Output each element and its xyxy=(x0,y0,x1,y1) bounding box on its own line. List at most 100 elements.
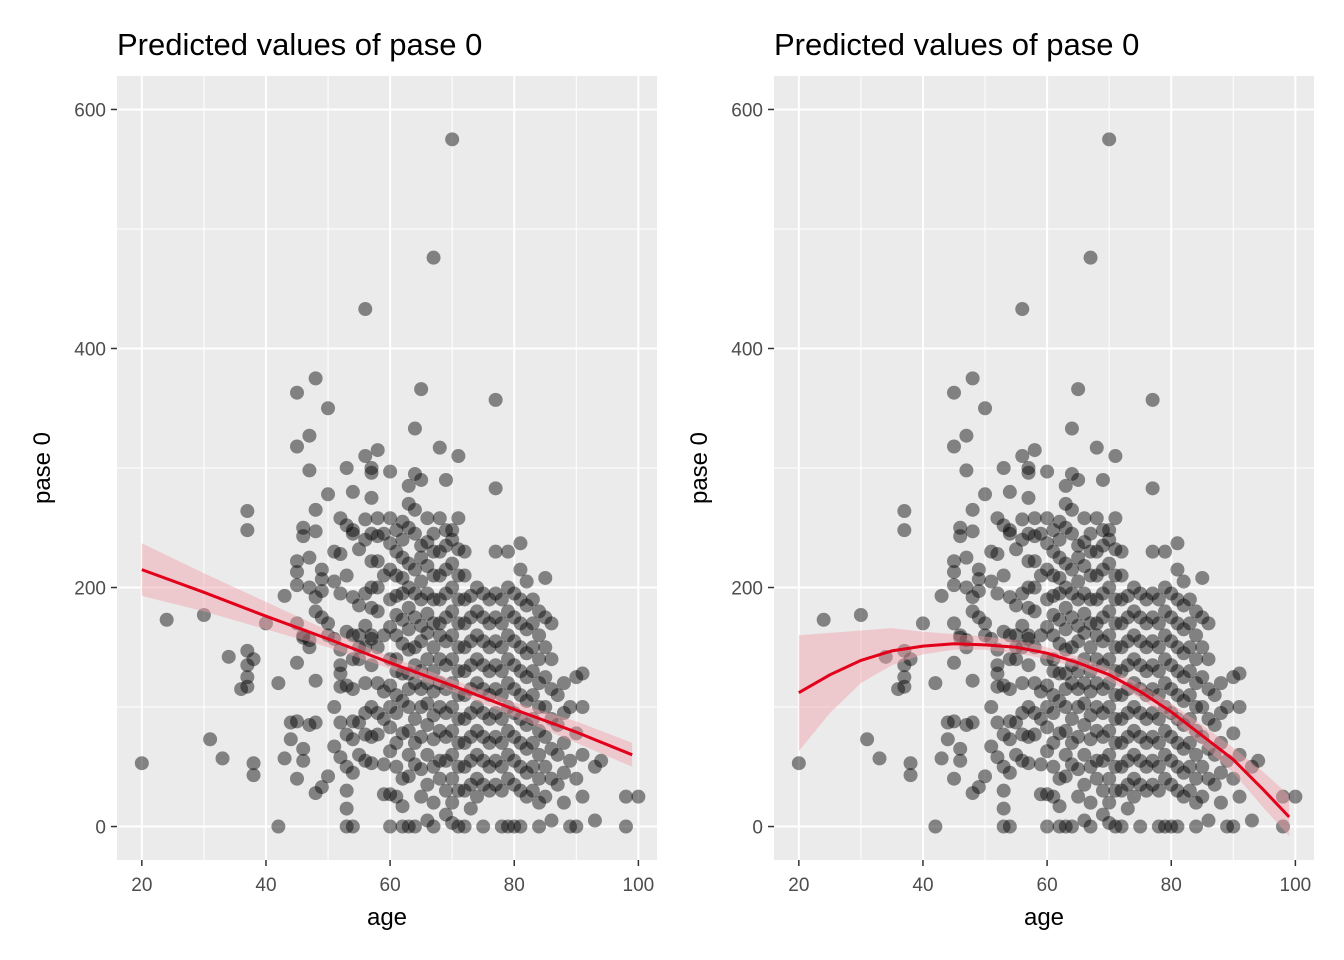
data-point xyxy=(414,574,429,589)
data-point xyxy=(1158,544,1173,559)
data-point xyxy=(1077,717,1092,732)
data-point xyxy=(476,777,491,792)
data-point xyxy=(308,524,323,539)
data-point xyxy=(947,385,961,400)
data-point xyxy=(1071,382,1086,397)
data-point xyxy=(1052,570,1067,585)
data-point xyxy=(457,616,472,631)
data-point xyxy=(1102,628,1117,643)
data-point xyxy=(364,526,379,541)
data-point xyxy=(308,604,323,619)
data-point xyxy=(1275,819,1290,834)
data-point xyxy=(1207,717,1222,732)
data-point xyxy=(395,532,410,547)
data-point xyxy=(618,819,633,834)
data-point xyxy=(1058,496,1073,511)
data-point xyxy=(525,664,540,679)
data-point xyxy=(507,777,522,792)
data-point xyxy=(463,658,478,673)
data-point xyxy=(420,559,435,573)
data-point xyxy=(414,618,429,633)
data-point xyxy=(1033,787,1048,802)
y-tick-label: 600 xyxy=(731,100,763,121)
data-point xyxy=(1027,727,1042,742)
data-point xyxy=(1058,819,1073,834)
data-point xyxy=(1095,783,1110,798)
data-point xyxy=(1102,723,1117,738)
data-point xyxy=(928,819,943,834)
data-point xyxy=(277,588,292,603)
data-point xyxy=(290,714,304,729)
data-point xyxy=(550,688,565,703)
data-point xyxy=(1127,700,1141,715)
data-point xyxy=(996,759,1011,774)
data-point xyxy=(978,769,993,784)
data-point xyxy=(1133,777,1148,792)
data-point xyxy=(1201,813,1216,828)
data-point xyxy=(1058,666,1073,681)
data-point xyxy=(376,757,391,772)
data-point xyxy=(1052,636,1067,651)
data-point xyxy=(476,682,491,697)
data-point xyxy=(470,580,484,595)
data-point xyxy=(897,679,912,694)
data-point xyxy=(1083,819,1098,834)
data-point xyxy=(1040,720,1055,735)
data-point xyxy=(432,544,447,559)
data-point xyxy=(1046,588,1061,603)
data-point xyxy=(1089,592,1104,607)
data-point xyxy=(1114,592,1129,607)
data-point xyxy=(513,759,528,774)
y-axis-label: pase 0 xyxy=(29,432,56,504)
data-point xyxy=(488,586,503,601)
data-point xyxy=(1077,676,1092,691)
data-point xyxy=(1058,769,1073,784)
data-point xyxy=(1040,744,1055,759)
data-point xyxy=(1071,574,1086,589)
data-point xyxy=(1064,640,1079,655)
data-point xyxy=(1102,604,1117,619)
data-point xyxy=(1189,628,1204,643)
data-point xyxy=(1046,664,1061,679)
data-point xyxy=(246,768,261,783)
data-point xyxy=(953,753,968,768)
data-point xyxy=(457,544,472,559)
data-point xyxy=(426,708,441,723)
data-point xyxy=(246,652,261,667)
data-point xyxy=(494,759,509,774)
data-point xyxy=(544,813,559,828)
data-point xyxy=(965,524,980,539)
data-point xyxy=(1071,472,1086,487)
data-point xyxy=(345,682,360,697)
data-point xyxy=(203,732,218,747)
data-point xyxy=(407,658,422,673)
data-point xyxy=(525,735,540,750)
data-point xyxy=(389,588,404,603)
data-point xyxy=(451,783,466,798)
data-point xyxy=(389,759,404,774)
data-point xyxy=(538,759,553,774)
data-point xyxy=(333,750,348,765)
data-point xyxy=(308,673,323,688)
data-point xyxy=(215,751,230,766)
data-point xyxy=(1226,670,1241,685)
data-point xyxy=(376,787,391,802)
data-point xyxy=(513,711,528,726)
data-point xyxy=(463,729,478,744)
data-point xyxy=(532,676,547,691)
data-point xyxy=(438,706,453,720)
y-tick-label: 0 xyxy=(752,818,763,839)
data-point xyxy=(959,580,974,595)
data-point xyxy=(1189,604,1204,619)
data-point xyxy=(352,628,367,643)
data-point xyxy=(1151,640,1166,655)
data-point xyxy=(420,586,435,601)
data-point xyxy=(947,554,961,569)
data-point xyxy=(370,604,385,619)
data-point xyxy=(990,658,1005,673)
data-point xyxy=(1108,542,1123,557)
data-point xyxy=(575,666,590,681)
data-point xyxy=(451,640,466,655)
data-point xyxy=(544,682,559,697)
data-point xyxy=(1114,640,1129,655)
